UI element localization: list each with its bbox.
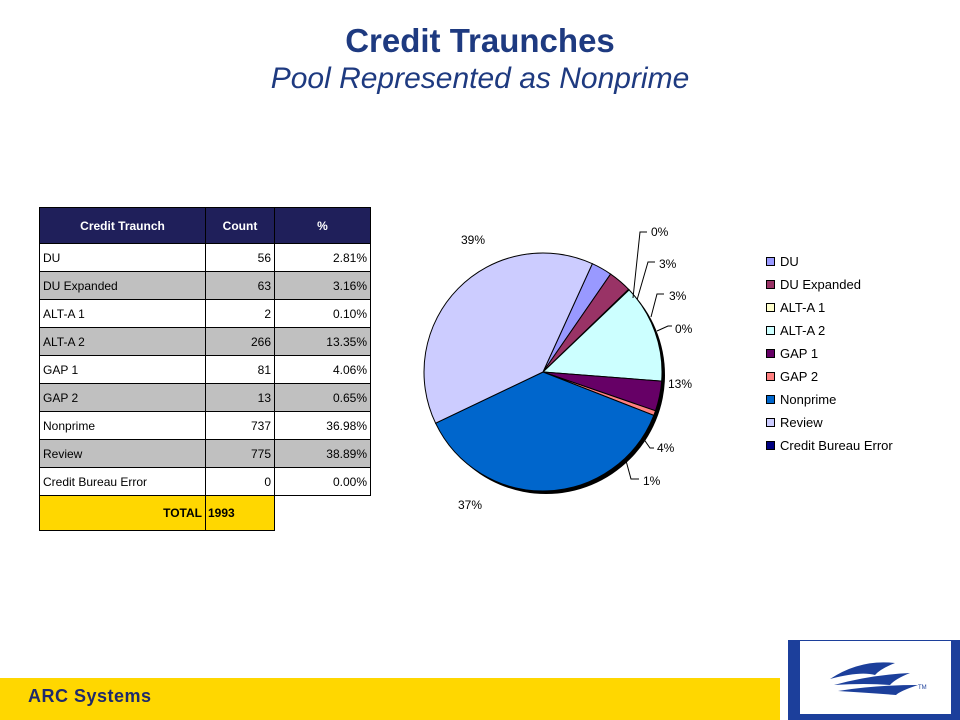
total-label: TOTAL: [39, 495, 206, 531]
percent-cell: 13.35%: [274, 327, 371, 356]
leader-line: [632, 231, 647, 299]
table-header-row: Credit Traunch Count %: [39, 207, 371, 244]
percent-cell: 0.10%: [274, 299, 371, 328]
legend-swatch: [766, 349, 775, 358]
data-label: 37%: [458, 498, 482, 512]
count-cell: 0: [205, 467, 275, 496]
total-value: 1993: [205, 495, 275, 531]
percent-cell: 0.65%: [274, 383, 371, 412]
table-row: ALT-A 2 266 13.35%: [39, 327, 371, 356]
legend-label: DU Expanded: [780, 277, 861, 292]
legend-label: DU: [780, 254, 799, 269]
page-subtitle: Pool Represented as Nonprime: [270, 62, 690, 95]
leader-line: [656, 325, 672, 332]
count-cell: 2: [205, 299, 275, 328]
count-cell: 56: [205, 243, 275, 272]
traunch-cell: DU Expanded: [39, 271, 206, 300]
page-title: Credit Traunches: [345, 22, 615, 59]
traunch-cell: Review: [39, 439, 206, 468]
percent-cell: 36.98%: [274, 411, 371, 440]
count-cell: 63: [205, 271, 275, 300]
legend-item: DU Expanded: [766, 273, 893, 296]
traunch-cell: ALT-A 2: [39, 327, 206, 356]
traunch-table: Credit Traunch Count % DU 56 2.81% DU Ex…: [39, 207, 371, 531]
legend-label: GAP 2: [780, 369, 819, 384]
pie-slice-alt-a-2: [541, 289, 663, 382]
legend-label: Credit Bureau Error: [780, 438, 893, 453]
percent-cell: 2.81%: [274, 243, 371, 272]
traunch-cell: DU: [39, 243, 206, 272]
col-header-count: Count: [205, 207, 275, 244]
percent-cell: 38.89%: [274, 439, 371, 468]
leader-line: [624, 456, 639, 480]
data-label: 0%: [675, 322, 693, 336]
legend-swatch: [766, 372, 775, 381]
legend-swatch: [766, 418, 775, 427]
table-row: Review 775 38.89%: [39, 439, 371, 468]
data-label: 0%: [651, 225, 669, 239]
wave-logo-icon: TM: [830, 662, 927, 695]
legend-item: GAP 2: [766, 365, 893, 388]
count-cell: 775: [205, 439, 275, 468]
legend-swatch: [766, 326, 775, 335]
legend-swatch: [766, 303, 775, 312]
legend-label: ALT-A 1: [780, 300, 826, 315]
legend-label: Nonprime: [780, 392, 837, 407]
legend-item: ALT-A 1: [766, 296, 893, 319]
table-row: Nonprime 737 36.98%: [39, 411, 371, 440]
chart-legend: DU DU Expanded ALT-A 1 ALT-A 2 GAP 1 GAP 2 Non…: [766, 250, 893, 457]
pie-slice-nonprime: [434, 371, 655, 492]
data-label: 3%: [659, 257, 677, 271]
brand-name: ARC Systems: [28, 686, 152, 706]
pie-slice-review: [423, 252, 594, 424]
data-label: 3%: [669, 289, 687, 303]
trademark-mark: TM: [918, 685, 927, 691]
legend-label: GAP 1: [780, 346, 819, 361]
legend-item: DU: [766, 250, 893, 273]
legend-item: GAP 1: [766, 342, 893, 365]
data-label: 4%: [657, 441, 675, 455]
legend-swatch: [766, 280, 775, 289]
legend-swatch: [766, 395, 775, 404]
col-header-percent: %: [274, 207, 371, 244]
logo-panel: TM: [800, 641, 951, 714]
legend-item: Credit Bureau Error: [766, 434, 893, 457]
footer-bar: [0, 678, 780, 720]
percent-cell: 0.00%: [274, 467, 371, 496]
table-total-row: TOTAL 1993: [39, 495, 371, 531]
percent-cell: 4.06%: [274, 355, 371, 384]
count-cell: 266: [205, 327, 275, 356]
table-row: DU Expanded 63 3.16%: [39, 271, 371, 300]
traunch-cell: ALT-A 1: [39, 299, 206, 328]
count-cell: 81: [205, 355, 275, 384]
col-header-traunch: Credit Traunch: [39, 207, 206, 244]
traunch-cell: Nonprime: [39, 411, 206, 440]
table-row: Credit Bureau Error 0 0.00%: [39, 467, 371, 496]
legend-swatch: [766, 257, 775, 266]
legend-item: Review: [766, 411, 893, 434]
data-label: 13%: [668, 377, 692, 391]
leader-line: [642, 437, 654, 449]
percent-cell: 3.16%: [274, 271, 371, 300]
leader-line: [636, 261, 655, 301]
data-label: 1%: [643, 474, 661, 488]
table-row: DU 56 2.81%: [39, 243, 371, 272]
traunch-cell: Credit Bureau Error: [39, 467, 206, 496]
legend-swatch: [766, 441, 775, 450]
legend-label: ALT-A 2: [780, 323, 826, 338]
table-row: ALT-A 1 2 0.10%: [39, 299, 371, 328]
data-label: 39%: [461, 233, 485, 247]
leader-line: [650, 293, 664, 318]
legend-item: Nonprime: [766, 388, 893, 411]
legend-label: Review: [780, 415, 823, 430]
legend-item: ALT-A 2: [766, 319, 893, 342]
